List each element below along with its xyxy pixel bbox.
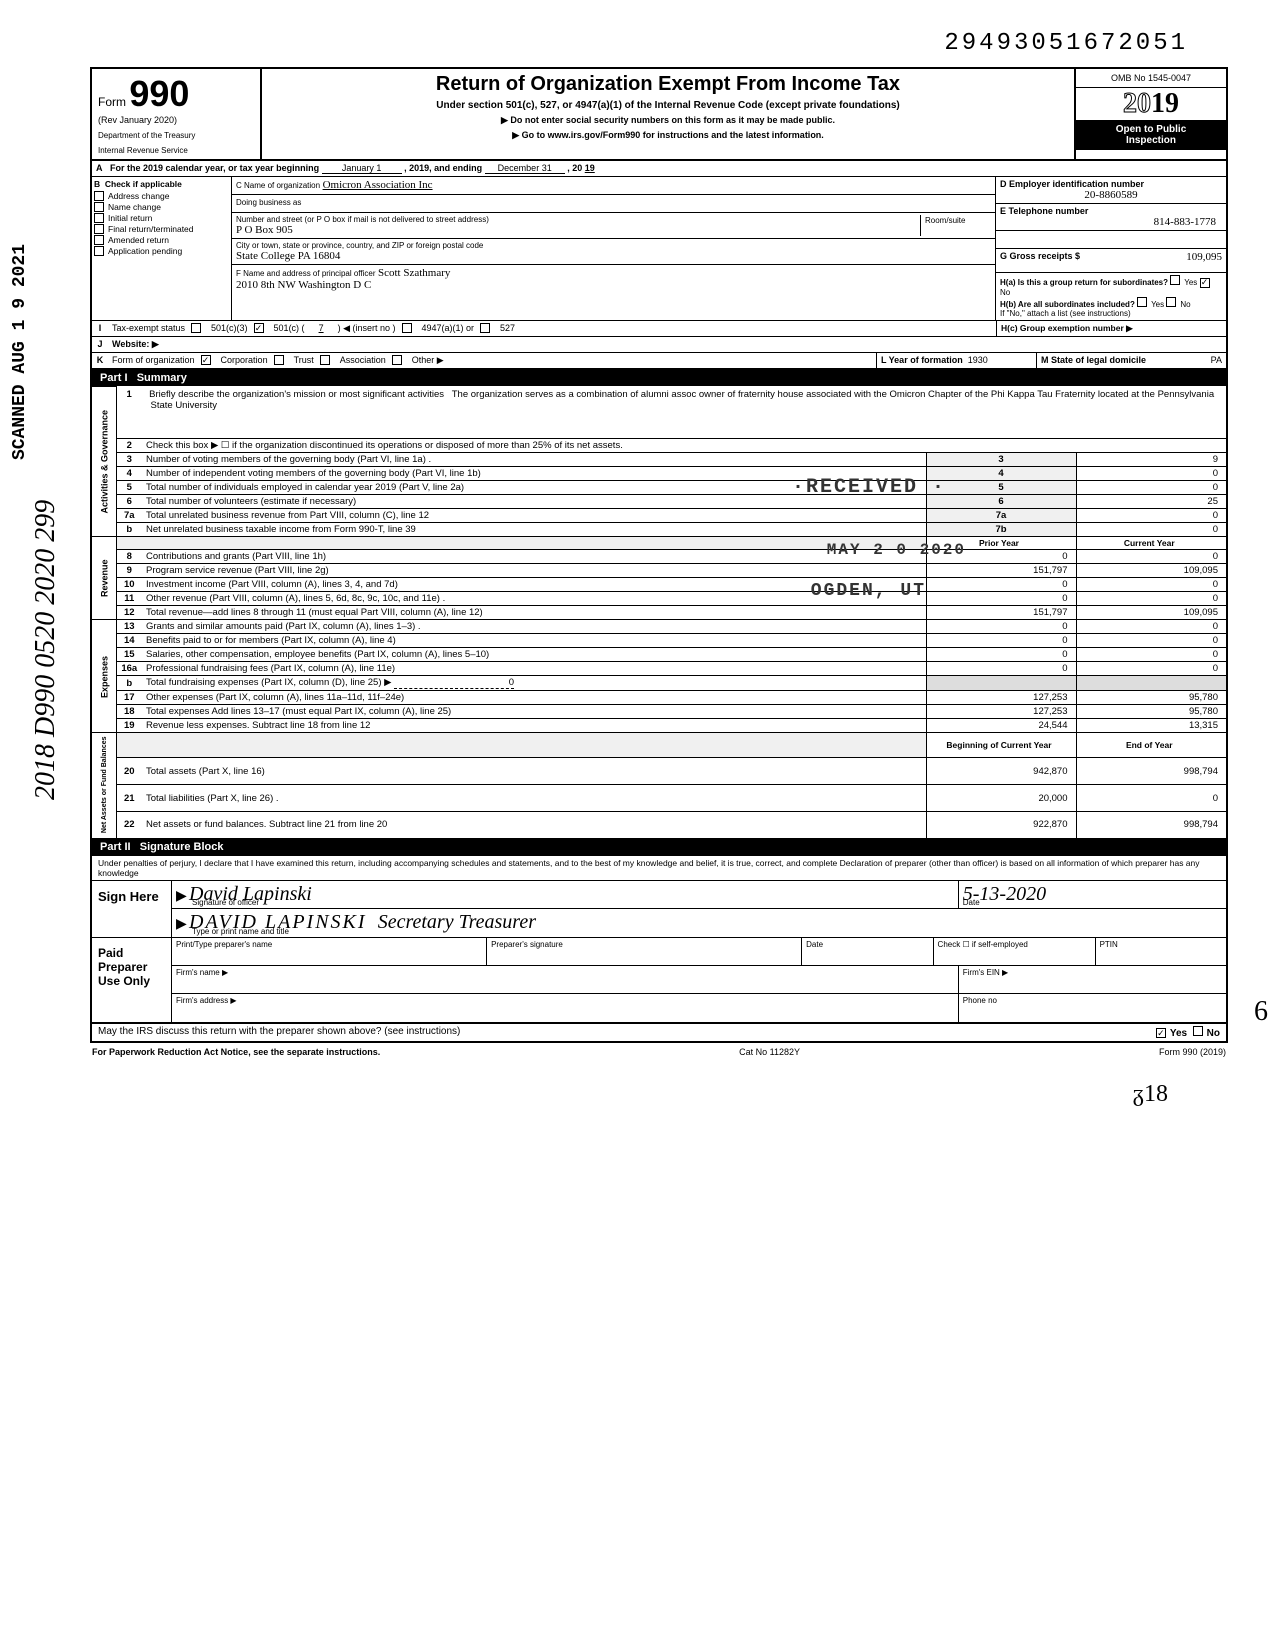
perjury-statement: Under penalties of perjury, I declare th… [92, 856, 1226, 881]
document-number: 29493051672051 [90, 30, 1228, 57]
year-formation: 1930 [968, 355, 988, 365]
corner-mark: 6 [1254, 996, 1268, 1028]
form-revision: (Rev January 2020) [98, 115, 254, 125]
part-1-header: Part I Summary [90, 370, 1228, 386]
mission-row: 1 Briefly describe the organization's mi… [121, 387, 1223, 437]
org-name: Omicron Association Inc [323, 179, 433, 191]
irs-discuss-question: May the IRS discuss this return with the… [98, 1026, 460, 1039]
handwritten-page-number: ᵹ18 [90, 1081, 1228, 1108]
gross-receipts: 109,095 [1186, 251, 1222, 270]
part-2-header: Part II Signature Block [90, 839, 1228, 855]
street-address: P O Box 905 [236, 224, 920, 236]
discuss-no-checkbox[interactable] [1193, 1026, 1203, 1036]
checkbox-initial-return[interactable]: Initial return [94, 213, 229, 223]
form-title: Return of Organization Exempt From Incom… [266, 73, 1070, 96]
officer-address: 2010 8th NW Washington D C [236, 279, 991, 291]
form-label: Form [98, 95, 129, 109]
section-bcd: B Check if applicable Address change Nam… [90, 177, 1228, 321]
checkbox-application-pending[interactable]: Application pending [94, 246, 229, 256]
col-b-checkboxes: B Check if applicable Address change Nam… [92, 177, 232, 320]
sign-here-label: Sign Here [92, 881, 172, 937]
state-domicile: PA [1211, 355, 1222, 366]
col-c-org-info: C Name of organization Omicron Associati… [232, 177, 996, 320]
city-state-zip: State College PA 16804 [236, 250, 991, 262]
discuss-yes-checkbox[interactable]: ✓ [1156, 1028, 1166, 1038]
omb-number: OMB No 1545-0047 [1076, 69, 1226, 88]
scanned-stamp: SCANNED AUG 1 9 2021 [10, 244, 30, 460]
form-of-organization: Form of organization ✓Corporation Trust … [108, 353, 876, 368]
ein-value: 20-8860589 [1000, 189, 1222, 201]
form-subtitle: Under section 501(c), 527, or 4947(a)(1)… [266, 100, 1070, 111]
form-warning: ▶ Do not enter social security numbers o… [266, 115, 1070, 126]
current-year-header: Current Year [1076, 537, 1226, 550]
paid-preparer-label: Paid Preparer Use Only [92, 938, 172, 1022]
signature-block: Under penalties of perjury, I declare th… [90, 855, 1228, 1024]
group-exemption: H(c) Group exemption number ▶ [1001, 323, 1133, 333]
printed-title: Secretary Treasurer [378, 911, 536, 933]
netassets-side-label: Net Assets or Fund Balances [92, 733, 116, 838]
phone-value: 814-883-1778 [1000, 216, 1222, 228]
page-footer: For Paperwork Reduction Act Notice, see … [90, 1043, 1228, 1061]
checkbox-amended-return[interactable]: Amended return [94, 235, 229, 245]
open-public: Open to PublicInspection [1076, 120, 1226, 150]
row-a-tax-year: A For the 2019 calendar year, or tax yea… [90, 161, 1228, 177]
col-d-ein-phone: D Employer identification number 20-8860… [996, 177, 1226, 320]
website-field: Website: ▶ [108, 337, 1226, 352]
revenue-side-label: Revenue [92, 537, 116, 620]
governance-side-label: Activities & Governance [92, 386, 116, 537]
principal-officer: Scott Szathmary [378, 267, 450, 279]
form-link: ▶ Go to www.irs.gov/Form990 for instruct… [266, 130, 1070, 141]
prior-year-header: Prior Year [926, 537, 1076, 550]
checkbox-final-return[interactable]: Final return/terminated [94, 224, 229, 234]
dba-label: Doing business as [236, 198, 301, 207]
tax-exempt-status: Tax-exempt status 501(c)(3) ✓501(c) (7) … [108, 321, 996, 336]
beginning-year-header: Beginning of Current Year [926, 733, 1076, 758]
dept-irs: Internal Revenue Service [98, 146, 254, 155]
dept-treasury: Department of the Treasury [98, 131, 254, 140]
form-number: 990 [129, 73, 189, 114]
form-header: Form 990 (Rev January 2020) Department o… [90, 67, 1228, 161]
end-year-header: End of Year [1076, 733, 1226, 758]
tax-year: 2019 [1076, 88, 1226, 120]
expenses-side-label: Expenses [92, 620, 116, 733]
checkbox-name-change[interactable]: Name change [94, 202, 229, 212]
checkbox-address-change[interactable]: Address change [94, 191, 229, 201]
side-script: 2018 D990 0520 2020 299 [30, 500, 62, 800]
